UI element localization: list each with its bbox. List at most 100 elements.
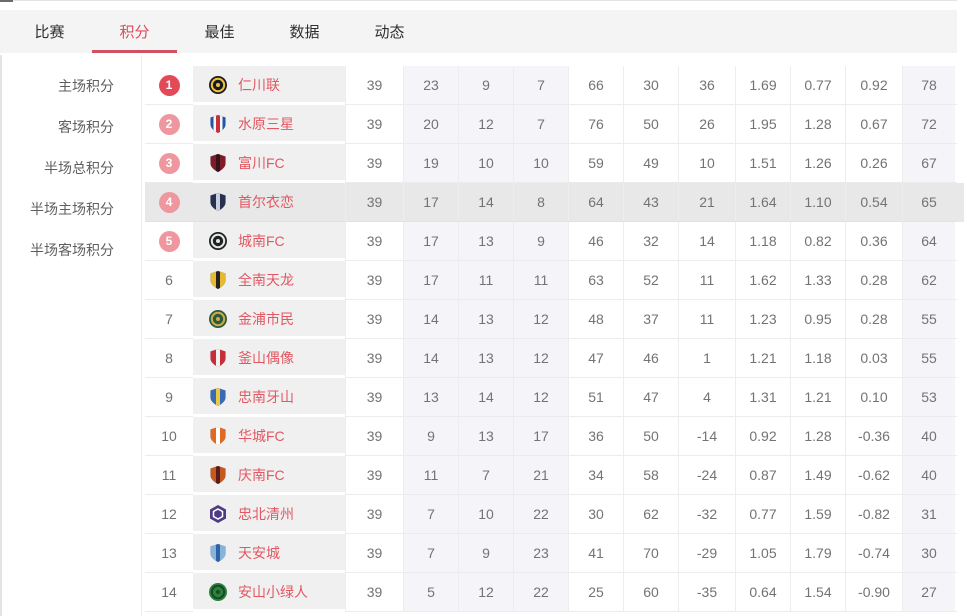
stat-cell: -0.36 [845, 417, 902, 455]
stat-cell: 40 [902, 456, 955, 494]
stat-cell: 70 [623, 534, 678, 572]
tab-stats[interactable]: 数据 [289, 24, 320, 41]
table-row[interactable]: 5 城南FC 39 17 13 9 46 32 14 1.18 0.82 0.36 64 [145, 222, 957, 261]
stat-cell: 47 [623, 378, 678, 416]
team-name[interactable]: 金浦市民 [238, 311, 294, 327]
team-logo-icon [210, 114, 226, 134]
team-cell[interactable]: 仁川联 [193, 66, 345, 105]
stat-cell: 7 [513, 66, 568, 104]
team-cell[interactable]: 富川FC [193, 144, 345, 183]
tab-standings[interactable]: 积分 [92, 10, 177, 53]
sidebar-item-home-standings[interactable]: 主场积分 [58, 78, 114, 94]
table-row[interactable]: 13 天安城 39 7 9 23 41 70 -29 1.05 1.79 -0.74 30 [145, 534, 957, 573]
stat-cell: 12 [458, 573, 513, 611]
team-cell[interactable]: 安山小绿人 [193, 573, 345, 612]
table-row[interactable]: 4 首尔衣恋 39 17 14 8 64 43 21 1.64 1.10 0.54 65 [145, 183, 957, 222]
tab-news[interactable]: 动态 [374, 24, 405, 41]
table-row[interactable]: 12 忠北清州 39 7 10 22 30 62 -32 0.77 1.59 -0.82 31 [145, 495, 957, 534]
team-logo-icon [210, 543, 226, 563]
stat-cell: 47 [568, 339, 623, 377]
team-cell[interactable]: 水原三星 [193, 105, 345, 144]
table-row[interactable]: 7 金浦市民 39 14 13 12 48 37 11 1.23 0.95 0.28 55 [145, 300, 957, 339]
stat-cell: 12 [513, 300, 568, 338]
table-row[interactable]: 1 仁川联 39 23 9 7 66 30 36 1.69 0.77 0.92 78 [145, 66, 957, 105]
stat-cell: 0.03 [845, 339, 902, 377]
team-cell[interactable]: 釜山偶像 [193, 339, 345, 378]
stat-cell: 1.33 [790, 261, 845, 299]
team-name[interactable]: 全南天龙 [238, 272, 294, 288]
stat-cell: 7 [403, 534, 458, 572]
table-row[interactable]: 10 华城FC 39 9 13 17 36 50 -14 0.92 1.28 -0.36 40 [145, 417, 957, 456]
team-name[interactable]: 首尔衣恋 [238, 194, 294, 210]
table-row[interactable]: 14 安山小绿人 39 5 12 22 25 60 -35 0.64 1.54 -0.90 27 [145, 573, 957, 612]
table-row[interactable]: 2 水原三星 39 20 12 7 76 50 26 1.95 1.28 0.67 72 [145, 105, 957, 144]
stat-cell: 23 [513, 534, 568, 572]
stat-cell: 1.26 [790, 144, 845, 182]
team-cell[interactable]: 金浦市民 [193, 300, 345, 339]
rank-cell: 8 [165, 350, 173, 366]
sidebar-item-halftime-home-standings[interactable]: 半场主场积分 [30, 201, 114, 217]
table-row[interactable]: 3 富川FC 39 19 10 10 59 49 10 1.51 1.26 0.26 67 [145, 144, 957, 183]
team-logo-icon [210, 465, 226, 485]
team-name[interactable]: 富川FC [238, 155, 285, 171]
stat-cell: 1.31 [735, 378, 790, 416]
sidebar-item-halftime-total-standings[interactable]: 半场总积分 [44, 160, 114, 176]
team-name[interactable]: 天安城 [238, 545, 280, 561]
stat-cell: 11 [403, 456, 458, 494]
stat-cell: 59 [568, 144, 623, 182]
rank-cell: 3 [145, 144, 193, 182]
team-name[interactable]: 忠南牙山 [238, 389, 294, 405]
team-cell[interactable]: 庆南FC [193, 456, 345, 495]
stat-cell: 0.77 [790, 66, 845, 104]
stat-cell: 1.10 [790, 183, 845, 221]
stat-cell: 53 [902, 378, 955, 416]
stat-cell: 37 [623, 300, 678, 338]
stat-cell: 14 [458, 183, 513, 221]
team-cell[interactable]: 天安城 [193, 534, 345, 573]
team-name[interactable]: 庆南FC [238, 467, 285, 483]
sidebar-item-away-standings[interactable]: 客场积分 [58, 119, 114, 135]
rank-badge: 2 [158, 113, 180, 135]
stat-cell: 48 [568, 300, 623, 338]
team-cell[interactable]: 首尔衣恋 [193, 183, 345, 221]
team-name[interactable]: 城南FC [238, 233, 285, 249]
stat-cell: 39 [345, 456, 403, 494]
team-cell[interactable]: 全南天龙 [193, 261, 345, 300]
team-name[interactable]: 水原三星 [238, 116, 294, 132]
tab-matches[interactable]: 比赛 [34, 24, 65, 41]
team-name[interactable]: 安山小绿人 [238, 584, 308, 600]
table-row[interactable]: 9 忠南牙山 39 13 14 12 51 47 4 1.31 1.21 0.10 53 [145, 378, 957, 417]
table-row[interactable]: 11 庆南FC 39 11 7 21 34 58 -24 0.87 1.49 -0.62 40 [145, 456, 957, 495]
sidebar-divider [141, 55, 142, 616]
team-cell[interactable]: 忠北清州 [193, 495, 345, 534]
stat-cell: 10 [458, 495, 513, 533]
stat-cell: 13 [458, 339, 513, 377]
team-name[interactable]: 忠北清州 [238, 506, 294, 522]
stat-cell: 0.67 [845, 105, 902, 143]
table-row[interactable]: 8 釜山偶像 39 14 13 12 47 46 1 1.21 1.18 0.03 55 [145, 339, 957, 378]
stat-cell: 11 [458, 261, 513, 299]
stat-cell: -0.82 [845, 495, 902, 533]
team-cell[interactable]: 华城FC [193, 417, 345, 456]
team-name[interactable]: 仁川联 [238, 77, 280, 93]
stat-cell: 39 [345, 261, 403, 299]
team-logo-icon [210, 348, 226, 368]
stat-cell: 30 [623, 66, 678, 104]
sidebar-item-halftime-away-standings[interactable]: 半场客场积分 [30, 242, 114, 258]
rank-cell: 14 [161, 584, 177, 600]
stat-cell: 0.92 [845, 66, 902, 104]
rank-badge: 5 [158, 230, 180, 252]
tab-best[interactable]: 最佳 [204, 24, 235, 41]
table-row[interactable]: 6 全南天龙 39 17 11 11 63 52 11 1.62 1.33 0.28 62 [145, 261, 957, 300]
team-name[interactable]: 华城FC [238, 428, 285, 444]
stat-cell: 39 [345, 534, 403, 572]
team-name[interactable]: 釜山偶像 [238, 350, 294, 366]
stat-cell: 7 [403, 495, 458, 533]
stat-cell: 36 [678, 66, 735, 104]
team-cell[interactable]: 城南FC [193, 222, 345, 261]
stat-cell: 5 [403, 573, 458, 611]
team-cell[interactable]: 忠南牙山 [193, 378, 345, 417]
stat-cell: 50 [623, 105, 678, 143]
stat-cell: 76 [568, 105, 623, 143]
stat-cell: 43 [623, 183, 678, 221]
